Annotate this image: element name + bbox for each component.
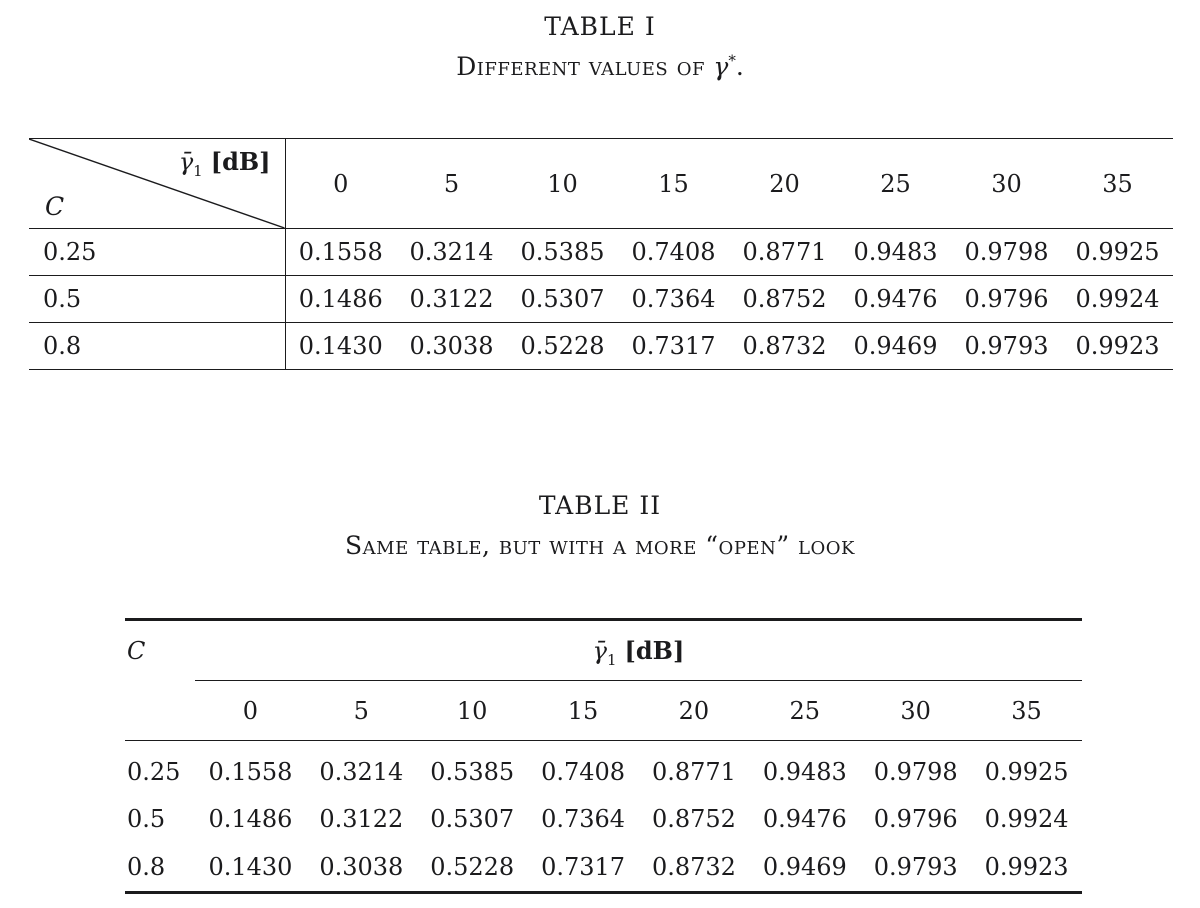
value-cell: 0.9798	[951, 228, 1062, 276]
value-cell: 0.3038	[396, 322, 507, 370]
value-cell: 0.9923	[1062, 322, 1173, 370]
value-cell: 0.1430	[285, 322, 396, 370]
corner-col-label: γ̄1 [dB]	[178, 147, 271, 180]
value-cell: 0.3214	[319, 757, 404, 786]
value-cell: 0.9476	[840, 275, 951, 323]
value-cell: 0.9925	[1062, 228, 1173, 276]
col-header: 30	[951, 138, 1062, 229]
col-header: 30	[860, 680, 972, 741]
value-cell: 0.7317	[618, 322, 729, 370]
value-cell: 0.1558	[208, 757, 293, 786]
table-row: 0.25 0.1558 0.3214 0.5385 0.7408 0.8771 …	[29, 228, 1173, 276]
value-cell: 0.1558	[285, 228, 396, 276]
value-cell: 0.9924	[984, 805, 1069, 833]
value-cell: 0.9798	[873, 757, 958, 786]
col-header: 20	[729, 138, 840, 229]
value-cell: 0.9924	[1062, 275, 1173, 323]
col-header: 5	[305, 680, 417, 741]
col-header: 10	[507, 138, 618, 229]
row-label: 0.8	[29, 322, 286, 370]
value-cell: 0.7317	[541, 853, 626, 882]
value-cell: 0.5385	[430, 757, 515, 786]
table-row: 0.5 0.1486 0.3122 0.5307 0.7364 0.8752 0…	[29, 275, 1173, 323]
corner-cell: γ̄1 [dB] C	[29, 138, 286, 229]
spacer-cell	[125, 680, 195, 741]
value-cell: 0.9796	[873, 805, 958, 833]
table2-title: TABLE II	[538, 491, 662, 520]
value-cell: 0.5228	[430, 853, 515, 882]
col-header: 20	[638, 680, 750, 741]
value-cell: 0.7408	[541, 757, 626, 786]
col-header: 25	[840, 138, 951, 229]
col-header: 25	[749, 680, 861, 741]
col-header: 0	[195, 680, 306, 741]
value-cell: 0.9923	[984, 853, 1069, 882]
value-cell: 0.3122	[319, 805, 404, 833]
value-cell: 0.1430	[208, 853, 293, 882]
value-cell: 0.1486	[208, 805, 293, 833]
col-header: 0	[285, 138, 396, 229]
value-cell: 0.3214	[396, 228, 507, 276]
value-cell: 0.3122	[396, 275, 507, 323]
table-ii: C γ̄1 [dB] 0 5 10 15 20 25 30 35 0.25 0.1…	[125, 618, 1082, 894]
value-cell: 0.7408	[618, 228, 729, 276]
value-cell: 0.5385	[507, 228, 618, 276]
value-cell: 0.8732	[729, 322, 840, 370]
table-row: 0.5 0.1486 0.3122 0.5307 0.7364 0.8752 0…	[125, 795, 1082, 844]
row-label: 0.25	[29, 228, 286, 276]
value-cell: 0.9483	[840, 228, 951, 276]
value-cell: 0.8771	[729, 228, 840, 276]
value-cell: 0.9483	[762, 757, 847, 786]
col-header: 35	[1062, 138, 1173, 229]
value-cell: 0.8752	[651, 805, 736, 833]
table-row: 0.8 0.1430 0.3038 0.5228 0.7317 0.8732 0…	[29, 322, 1173, 370]
row-label: 0.8	[127, 853, 166, 882]
table-row: 0.25 0.1558 0.3214 0.5385 0.7408 0.8771 …	[125, 741, 1082, 795]
value-cell: 0.9793	[873, 853, 958, 882]
corner-row-label: C	[45, 192, 65, 221]
value-cell: 0.9469	[840, 322, 951, 370]
gamma-star-symbol: γ	[713, 52, 729, 81]
row-label: 0.5	[127, 805, 166, 833]
value-cell: 0.3038	[319, 853, 404, 882]
value-cell: 0.9793	[951, 322, 1062, 370]
gamma-star-superscript: *	[728, 51, 736, 70]
row-label: 0.5	[29, 275, 286, 323]
col-header: 15	[527, 680, 639, 741]
table-header-group-row: C γ̄1 [dB]	[125, 619, 1082, 681]
value-cell: 0.9476	[762, 805, 847, 833]
value-cell: 0.8752	[729, 275, 840, 323]
col-header: 35	[971, 680, 1082, 741]
value-cell: 0.5307	[507, 275, 618, 323]
value-cell: 0.5307	[430, 805, 515, 833]
table1-caption: Different values of γ*.	[0, 52, 1200, 81]
value-cell: 0.9796	[951, 275, 1062, 323]
table1-title: TABLE I	[544, 12, 656, 41]
value-cell: 0.9925	[984, 757, 1069, 786]
value-cell: 0.8732	[651, 853, 736, 882]
col-header: 5	[396, 138, 507, 229]
diagonal-line	[29, 139, 284, 228]
table1-caption-text: Different values of	[456, 52, 714, 81]
table-header-row: 0 5 10 15 20 25 30 35	[125, 680, 1082, 741]
value-cell: 0.9469	[762, 853, 847, 882]
table-header-row: γ̄1 [dB] C 0 5 10 15 20 25 30 35	[29, 138, 1173, 229]
row-label: 0.25	[127, 757, 181, 786]
col-header: 15	[618, 138, 729, 229]
value-cell: 0.5228	[507, 322, 618, 370]
row-header-label: C	[127, 636, 146, 665]
table-row: 0.8 0.1430 0.3038 0.5228 0.7317 0.8732 0…	[125, 844, 1082, 893]
value-cell: 0.7364	[541, 805, 626, 833]
value-cell: 0.7364	[618, 275, 729, 323]
column-group-label: γ̄1 [dB]	[195, 619, 1082, 681]
table2-caption: Same table, but with a more “open” look	[345, 531, 855, 560]
value-cell: 0.1486	[285, 275, 396, 323]
col-header: 10	[416, 680, 528, 741]
table-i: γ̄1 [dB] C 0 5 10 15 20 25 30 35 0.25 0.1…	[29, 138, 1173, 370]
value-cell: 0.8771	[651, 757, 736, 786]
table1-caption-period: .	[735, 52, 744, 81]
